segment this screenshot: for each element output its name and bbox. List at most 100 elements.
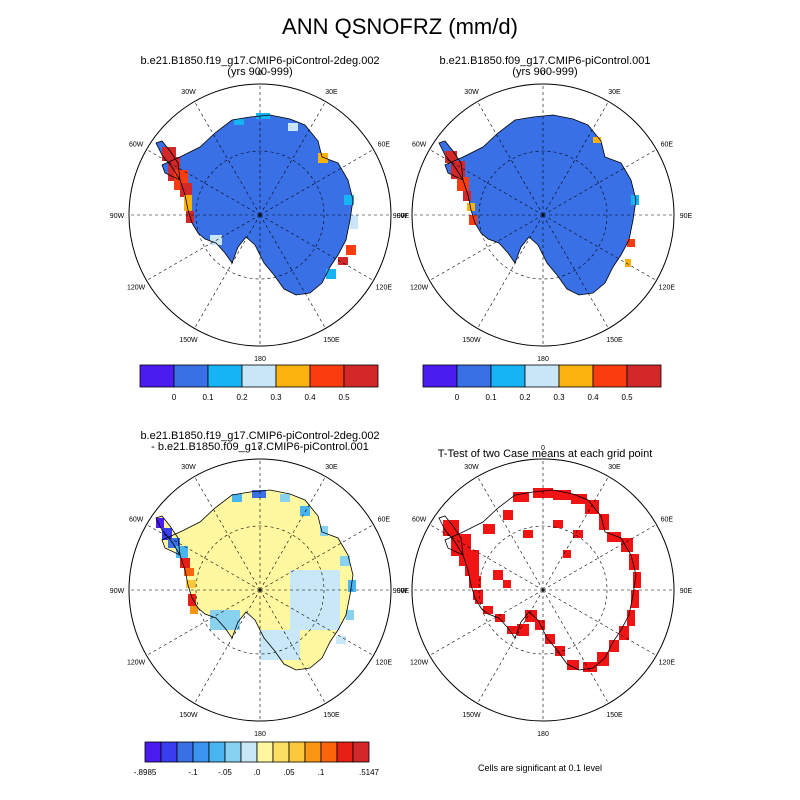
grid-cell bbox=[336, 636, 346, 644]
colorbar-tick-label: 0.4 bbox=[304, 393, 316, 402]
colorbar-swatch bbox=[422, 364, 458, 388]
longitude-label: 120W bbox=[410, 660, 429, 667]
map-panel-2: 0 30E 60E 90E 120E 150E 180 150W 120W 90W 60W 30W bbox=[393, 70, 693, 363]
significant-cell bbox=[483, 606, 493, 614]
colorbar-swatch bbox=[208, 741, 226, 763]
colorbar-swatch bbox=[192, 741, 210, 763]
panel-4-title-line1: T-Test of two Case means at each grid po… bbox=[437, 448, 653, 460]
longitude-label: 150W bbox=[462, 712, 481, 719]
longitude-label: 150W bbox=[179, 337, 198, 344]
longitude-label: 90W bbox=[393, 588, 408, 595]
antarctica-fill bbox=[445, 115, 636, 295]
colorbar-tick-label: 0.5 bbox=[338, 393, 350, 402]
colorbar-tick-label: 0.1 bbox=[485, 393, 497, 402]
panel-2-title-line1: b.e21.B1850.f09_g17.CMIP6-piControl.001 bbox=[439, 55, 651, 67]
colorbar-swatch bbox=[309, 364, 345, 388]
latitude-circle bbox=[478, 150, 608, 280]
meridian-line bbox=[477, 589, 544, 704]
significant-cell bbox=[469, 576, 481, 588]
significant-cell bbox=[545, 634, 555, 644]
significant-cell bbox=[627, 610, 635, 626]
colorbar-swatch bbox=[275, 364, 311, 388]
colorbar-swatch bbox=[304, 741, 322, 763]
colorbar-tick-label: 0 bbox=[172, 393, 177, 402]
meridian-line bbox=[542, 589, 609, 704]
significant-cell bbox=[475, 596, 483, 604]
colorbar-panel-1: 0 0.1 0.2 0.3 0.4 0.5 bbox=[139, 364, 379, 402]
longitude-label: 90E bbox=[680, 588, 693, 595]
longitude-label: 120E bbox=[659, 285, 676, 292]
meridian-line bbox=[259, 214, 326, 329]
significant-cell bbox=[555, 646, 565, 656]
grid-cell bbox=[252, 490, 266, 498]
grid-cell bbox=[463, 191, 471, 201]
grid-cell bbox=[186, 580, 196, 588]
grid-cell bbox=[318, 153, 328, 163]
colorbar-swatch bbox=[173, 364, 209, 388]
grid-cell bbox=[346, 610, 354, 620]
meridian-line bbox=[146, 214, 261, 281]
significant-cell bbox=[483, 524, 495, 534]
meridian-line bbox=[542, 214, 657, 281]
significant-cell bbox=[571, 494, 587, 504]
map-boundary bbox=[128, 83, 392, 347]
meridian-line bbox=[194, 589, 261, 704]
significant-cell bbox=[553, 520, 563, 528]
colorbar-swatch bbox=[288, 741, 306, 763]
meridian-line bbox=[429, 214, 544, 281]
grid-cell bbox=[232, 494, 242, 502]
meridian-line bbox=[477, 101, 544, 216]
grid-cell bbox=[631, 195, 639, 205]
longitude-label: 90W bbox=[110, 588, 125, 595]
meridian-line bbox=[194, 101, 261, 216]
panel-1-title-line2: (yrs 900-999) bbox=[227, 66, 293, 78]
colorbar-tick-label: 0.4 bbox=[587, 393, 599, 402]
significant-cell bbox=[621, 538, 633, 552]
longitude-label: 30E bbox=[325, 89, 338, 96]
longitude-label: 60W bbox=[129, 142, 144, 149]
significant-cell bbox=[599, 514, 609, 530]
longitude-label: 60E bbox=[661, 142, 674, 149]
grid-cell bbox=[260, 630, 300, 660]
meridian-line bbox=[259, 589, 326, 704]
significant-cell bbox=[553, 490, 571, 500]
colorbar-swatch bbox=[524, 364, 560, 388]
peninsula-coastline bbox=[155, 515, 181, 556]
panel-3-title-line1: b.e21.B1850.f19_g17.CMIP6-piControl-2deg… bbox=[140, 430, 380, 442]
colorbar-swatch bbox=[144, 741, 162, 763]
colorbar-swatch bbox=[139, 364, 175, 388]
grid-cell bbox=[210, 610, 240, 630]
colorbar-swatch bbox=[352, 741, 370, 763]
significant-cell bbox=[517, 624, 529, 636]
significant-cell bbox=[525, 610, 537, 622]
longitude-label: 90E bbox=[397, 588, 410, 595]
latitude-circle bbox=[195, 150, 325, 280]
longitude-label: 30W bbox=[464, 89, 479, 96]
colorbar-tick-label: -.1 bbox=[188, 768, 198, 777]
meridian-line bbox=[429, 149, 544, 216]
longitude-label: 0 bbox=[541, 445, 545, 452]
colorbar-swatch bbox=[558, 364, 594, 388]
longitude-label: 30E bbox=[608, 464, 621, 471]
map-boundary bbox=[411, 83, 675, 347]
grid-cell bbox=[184, 568, 194, 576]
longitude-label: 30W bbox=[181, 89, 196, 96]
meridian-line bbox=[542, 149, 657, 216]
significant-cell bbox=[609, 640, 619, 652]
colorbar-swatch bbox=[343, 364, 379, 388]
meridian-line bbox=[542, 524, 657, 591]
coastline bbox=[444, 114, 637, 296]
longitude-label: 90W bbox=[110, 213, 125, 220]
grid-cell bbox=[156, 518, 164, 528]
longitude-label: 60E bbox=[378, 142, 391, 149]
colorbar-swatch bbox=[592, 364, 628, 388]
longitude-label: 60W bbox=[129, 517, 144, 524]
colorbar-swatch bbox=[256, 741, 274, 763]
meridian-line bbox=[477, 476, 544, 591]
latitude-circle bbox=[195, 525, 325, 655]
longitude-label: 150W bbox=[462, 337, 481, 344]
panel-1-title: b.e21.B1850.f19_g17.CMIP6-piControl-2deg… bbox=[110, 56, 410, 78]
significant-cell bbox=[465, 562, 479, 576]
meridian-line bbox=[194, 214, 261, 329]
grid-cell bbox=[290, 570, 340, 630]
